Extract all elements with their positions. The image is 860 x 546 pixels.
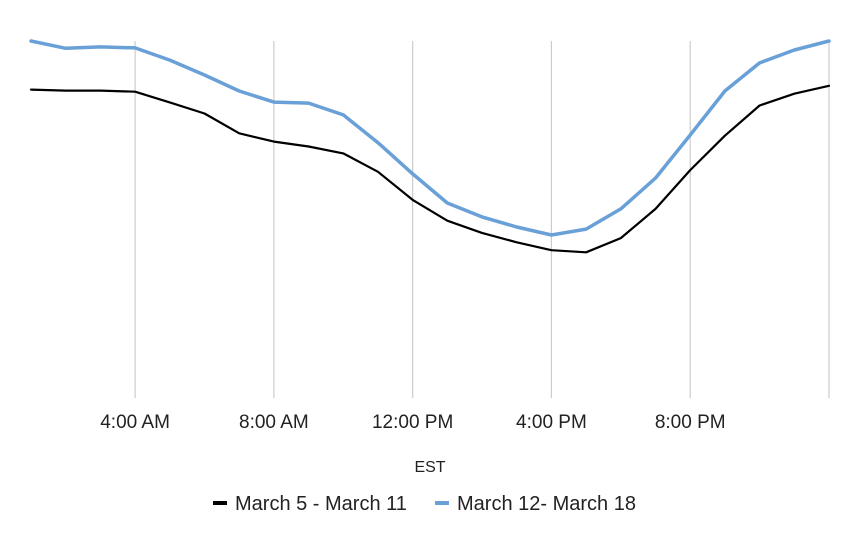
legend: March 5 - March 11 March 12- March 18 (213, 493, 636, 515)
legend-label-0: March 5 - March 11 (235, 493, 407, 515)
series-line-0 (29, 84, 831, 254)
legend-swatch-1 (435, 501, 449, 505)
x-tick-label-4: 8:00 PM (655, 412, 726, 433)
x-axis-title: EST (414, 459, 445, 476)
series-line-1 (29, 39, 831, 237)
x-tick-label-3: 4:00 PM (516, 412, 587, 433)
x-tick-label-1: 8:00 AM (239, 412, 309, 433)
x-tick-label-0: 4:00 AM (100, 412, 170, 433)
vertical-gridlines (134, 41, 830, 398)
legend-swatch-0 (213, 501, 227, 505)
x-tick-labels: 4:00 AM 8:00 AM 12:00 PM 4:00 PM 8:00 PM (100, 412, 725, 433)
series-lines (29, 39, 831, 254)
legend-label-1: March 12- March 18 (457, 493, 636, 515)
x-tick-label-2: 12:00 PM (372, 412, 453, 433)
